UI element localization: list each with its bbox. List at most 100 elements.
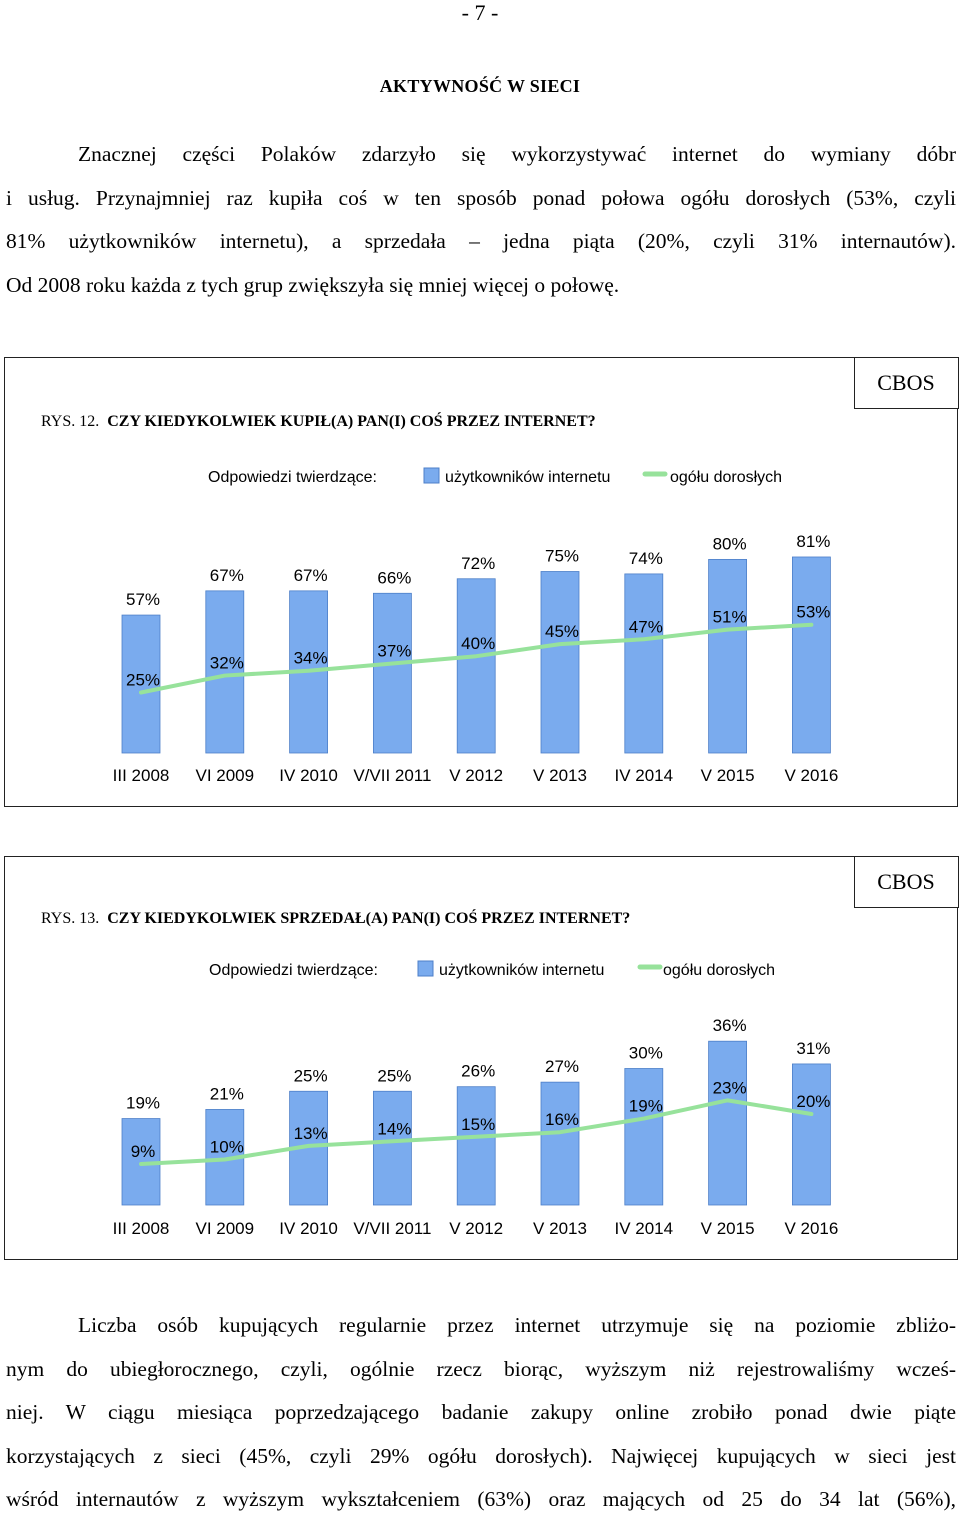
chart-plot: Odpowiedzi twierdzące: użytkowników inte… — [113, 467, 838, 785]
bar-7 — [708, 1040, 747, 1206]
category-label-4: V 2012 — [449, 766, 503, 785]
intro-line: Od 2008 roku każda z tych grup zwiększył… — [6, 272, 620, 297]
bar-1 — [205, 590, 245, 754]
bar-label-0: 19% — [126, 1094, 160, 1113]
bar-label-4: 26% — [461, 1062, 495, 1081]
category-label-0: III 2008 — [113, 1219, 170, 1238]
legend-prefix: Odpowiedzi twierdzące: — [209, 962, 378, 979]
legend-bar-swatch — [417, 960, 434, 977]
bar-label-1: 67% — [210, 566, 244, 585]
bar-label-7: 36% — [713, 1016, 747, 1035]
intro-line: i usług. Przynajmniej raz kupiła coś w t… — [6, 185, 956, 210]
line-label-1: 10% — [210, 1138, 244, 1157]
intro-paragraph: Znacznej części Polaków zdarzyło się wyk… — [6, 133, 956, 307]
category-label-1: VI 2009 — [195, 766, 254, 785]
bar-7 — [708, 558, 747, 754]
closing-paragraph: Liczba osób kupujących regularnie przez … — [6, 1304, 956, 1522]
category-label-0: III 2008 — [113, 766, 170, 785]
closing-line: Liczba osób kupujących regularnie przez … — [78, 1313, 956, 1337]
intro-line: Znacznej części Polaków zdarzyło się wyk… — [78, 142, 956, 166]
bar-label-7: 80% — [713, 534, 747, 553]
bar-label-1: 21% — [210, 1084, 244, 1103]
category-label-3: V/VII 2011 — [353, 766, 431, 785]
chart-buying: CBOS RYS. 12. CZY KIEDYKOLWIEK KUPIŁ(A) P… — [4, 356, 959, 807]
line-label-5: 16% — [545, 1110, 579, 1129]
closing-line: nym do ubiegłorocznego, czyli, ogólnie r… — [6, 1356, 956, 1381]
bar-3 — [372, 592, 412, 754]
line-label-1: 32% — [210, 654, 244, 673]
bar-label-4: 72% — [461, 554, 495, 573]
line-label-0: 25% — [126, 671, 160, 690]
bar-label-3: 66% — [377, 568, 411, 587]
bar-1 — [205, 1109, 245, 1206]
category-label-5: V 2013 — [533, 1219, 587, 1238]
bar-label-6: 30% — [629, 1044, 663, 1063]
closing-line: niej. W ciągu miesiąca poprzedzającego b… — [6, 1400, 956, 1424]
category-label-8: V 2016 — [784, 766, 838, 785]
line-label-8: 53% — [796, 603, 830, 622]
bar-label-3: 25% — [377, 1066, 411, 1085]
category-label-1: VI 2009 — [195, 1219, 254, 1238]
line-label-6: 19% — [629, 1097, 663, 1116]
figure-label: RYS. 12. — [41, 413, 100, 430]
bar-3 — [372, 1090, 412, 1206]
intro-line: 81% użytkowników internetu), a sprzedała… — [6, 229, 956, 253]
category-label-3: V/VII 2011 — [353, 1219, 431, 1238]
bar-8 — [792, 1063, 831, 1206]
line-label-2: 13% — [294, 1124, 328, 1143]
category-label-7: V 2015 — [701, 766, 755, 785]
chart-selling: CBOS RYS. 13. CZY KIEDYKOLWIEK SPRZEDAŁ(A… — [4, 855, 959, 1260]
series-line — [139, 622, 814, 695]
category-label-6: IV 2014 — [614, 1219, 673, 1238]
line-label-7: 51% — [713, 608, 747, 627]
line-label-7: 23% — [713, 1078, 747, 1097]
line-label-3: 37% — [377, 641, 411, 660]
category-label-6: IV 2014 — [614, 766, 673, 785]
bar-label-8: 81% — [796, 532, 830, 551]
category-label-2: IV 2010 — [279, 766, 338, 785]
line-label-5: 45% — [545, 622, 579, 641]
chart-plot: Odpowiedzi twierdzące: użytkowników inte… — [113, 960, 838, 1238]
line-label-4: 15% — [461, 1115, 495, 1134]
bar-label-0: 57% — [126, 590, 160, 609]
line-label-2: 34% — [294, 649, 328, 668]
bar-4 — [456, 578, 496, 754]
cbos-source-label: CBOS — [853, 356, 959, 409]
closing-line: korzystających z sieci (45%, czyli 29% o… — [6, 1443, 956, 1468]
category-label-8: V 2016 — [784, 1219, 838, 1238]
bar-0 — [121, 614, 161, 754]
bar-label-2: 25% — [294, 1066, 328, 1085]
chart-title: RYS. 13. CZY KIEDYKOLWIEK SPRZEDAŁ(A) PAN… — [41, 910, 630, 928]
bar-label-5: 27% — [545, 1057, 579, 1076]
line-label-6: 47% — [629, 617, 663, 636]
series-line — [139, 1098, 814, 1167]
bar-6 — [624, 573, 664, 754]
page-number: - 7 - — [461, 0, 499, 25]
chart-title-text: CZY KIEDYKOLWIEK KUPIŁ(A) PAN(I) COŚ PRZ… — [107, 413, 596, 430]
chart-title-text: CZY KIEDYKOLWIEK SPRZEDAŁ(A) PAN(I) COŚ … — [107, 910, 631, 927]
legend-line-label: ogółu dorosłych — [670, 469, 782, 486]
legend-bar-label: użytkowników internetu — [445, 469, 610, 486]
closing-line: wśród internautów z wyższym wykształceni… — [6, 1487, 956, 1511]
bar-5 — [540, 1081, 580, 1206]
figure-label: RYS. 13. — [41, 910, 100, 927]
line-label-8: 20% — [796, 1092, 830, 1111]
legend-prefix: Odpowiedzi twierdzące: — [208, 469, 377, 486]
line-label-3: 14% — [377, 1119, 411, 1138]
category-label-5: V 2013 — [533, 766, 587, 785]
category-label-2: IV 2010 — [279, 1219, 338, 1238]
legend-line-label: ogółu dorosłych — [663, 962, 775, 979]
bar-label-2: 67% — [294, 566, 328, 585]
legend-bar-swatch — [423, 467, 440, 484]
bar-label-5: 75% — [545, 547, 579, 566]
legend-bar-label: użytkowników internetu — [439, 962, 604, 979]
chart-title: RYS. 12. CZY KIEDYKOLWIEK KUPIŁ(A) PAN(I)… — [41, 413, 596, 431]
section-title: AKTYWNOŚĆ W SIECI — [379, 76, 581, 96]
line-label-4: 40% — [461, 634, 495, 653]
bar-6 — [624, 1068, 664, 1206]
bar-label-8: 31% — [796, 1039, 830, 1058]
line-label-0: 9% — [131, 1142, 156, 1161]
category-label-4: V 2012 — [449, 1219, 503, 1238]
bar-5 — [540, 571, 580, 754]
bar-4 — [456, 1086, 496, 1206]
